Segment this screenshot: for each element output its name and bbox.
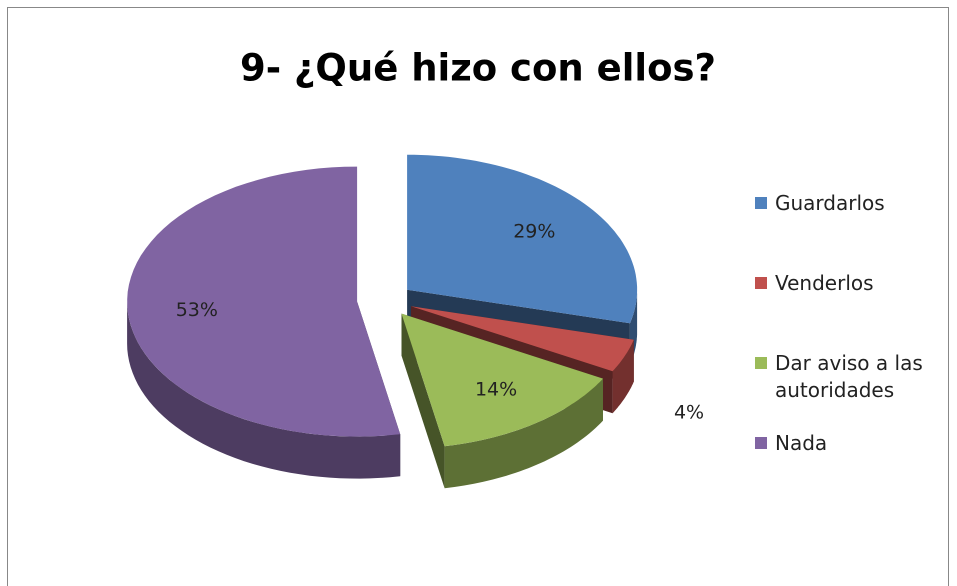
slice-side	[401, 313, 445, 489]
legend-swatch	[755, 357, 767, 369]
slice-wall	[444, 378, 603, 489]
legend-label: Guardarlos	[775, 191, 885, 215]
frame-border	[7, 7, 949, 586]
data-label: 14%	[475, 379, 517, 401]
legend-swatch	[755, 437, 767, 449]
data-label: 29%	[513, 220, 555, 242]
slice	[401, 313, 603, 447]
legend-label: Nada	[775, 431, 828, 455]
legend-label: Dar aviso a las autoridades	[775, 351, 923, 402]
chart-title: 9- ¿Qué hizo con ellos?	[240, 47, 716, 90]
legend-item: Venderlos	[755, 270, 945, 297]
slice-wall	[612, 339, 634, 414]
legend-label: Venderlos	[775, 271, 874, 295]
slice	[127, 166, 401, 437]
slice	[411, 306, 634, 372]
legend-swatch	[755, 277, 767, 289]
legend-item: Nada	[755, 430, 945, 457]
data-label: 53%	[176, 299, 218, 321]
legend-swatch	[755, 197, 767, 209]
legend-item: Dar aviso a las autoridades	[755, 350, 945, 404]
data-label: 4%	[674, 401, 704, 423]
slice	[407, 154, 638, 324]
legend-item: Guardarlos	[755, 190, 945, 217]
slice-wall	[127, 301, 401, 479]
